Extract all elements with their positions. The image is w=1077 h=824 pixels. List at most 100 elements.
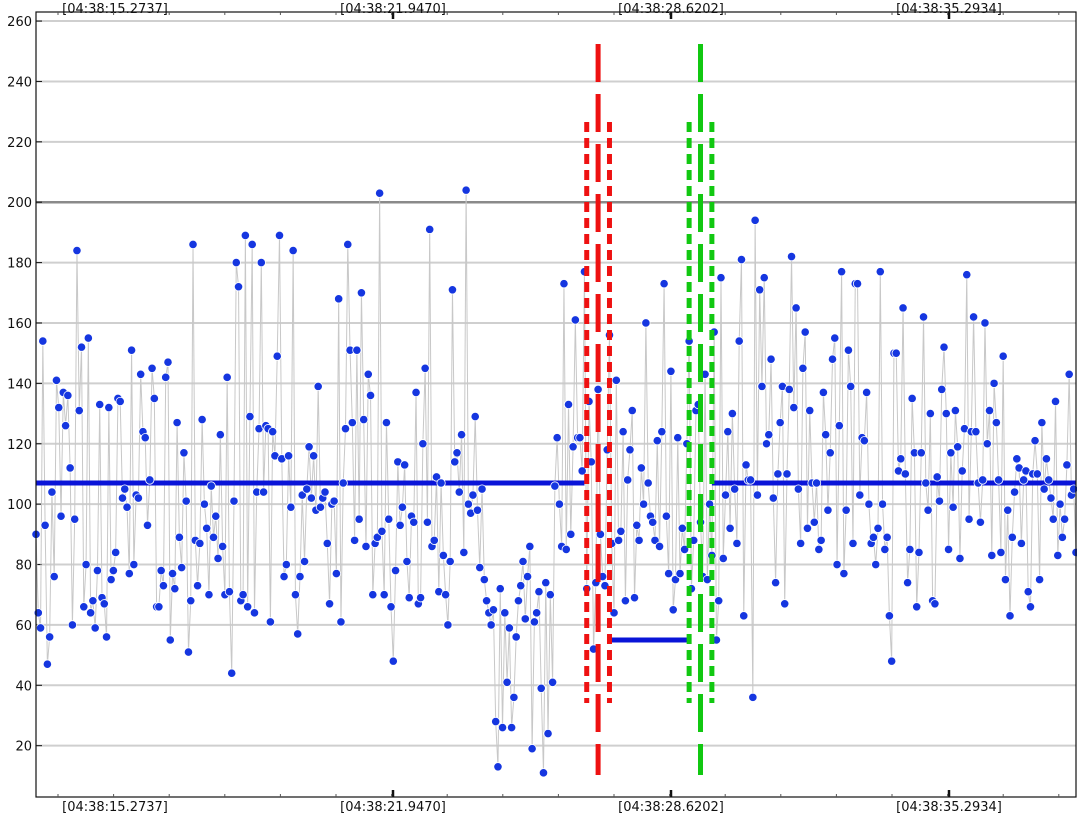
data-point [752, 490, 763, 500]
data-point [420, 363, 430, 373]
data-point [657, 427, 667, 437]
data-point [117, 493, 128, 503]
data-point [122, 502, 132, 512]
data-point [718, 553, 728, 564]
data-point [914, 547, 924, 558]
data-point [998, 351, 1008, 361]
data-point [224, 587, 235, 597]
data-point [206, 481, 216, 491]
change-point-markers [584, 44, 715, 775]
data-point [47, 487, 57, 497]
data-point [757, 381, 767, 391]
data-point [183, 647, 194, 657]
data-point [648, 517, 658, 527]
data-point [179, 448, 189, 458]
data-point [215, 430, 225, 440]
data-point [943, 544, 954, 555]
data-point [384, 514, 394, 524]
data-point [331, 568, 341, 579]
data-point [768, 493, 778, 503]
data-point [504, 623, 514, 633]
data-point [873, 523, 883, 533]
y-tick-label: 200 [7, 196, 32, 211]
data-point [623, 475, 633, 485]
data-point [550, 481, 560, 491]
data-point [905, 544, 915, 555]
data-point [529, 617, 539, 627]
data-point [563, 399, 574, 410]
data-point [1048, 514, 1058, 524]
data-point [739, 611, 749, 621]
data-point [281, 559, 291, 570]
data-point [675, 568, 685, 579]
data-point [249, 608, 260, 618]
data-point [918, 312, 929, 322]
data-point [363, 369, 373, 379]
data-point [379, 590, 389, 600]
data-point [547, 677, 558, 687]
data-point [240, 230, 250, 241]
data-point [233, 282, 244, 292]
data-point [932, 472, 942, 482]
data-point [95, 399, 105, 410]
data-point [375, 188, 385, 198]
data-point [543, 728, 553, 739]
data-point [941, 408, 951, 419]
data-point [971, 427, 981, 437]
data-point [723, 427, 733, 437]
data-point [896, 454, 906, 464]
data-point [1034, 575, 1045, 585]
data-point [213, 553, 223, 564]
data-point [247, 239, 257, 250]
data-point [852, 279, 863, 289]
data-point [177, 562, 187, 573]
data-point [643, 478, 653, 488]
data-point [796, 538, 806, 548]
data-point [877, 499, 888, 509]
data-point [900, 469, 910, 479]
x-tick-label-bottom: [04:38:21.9470] [340, 800, 446, 815]
data-point [422, 517, 433, 527]
data-point [477, 484, 487, 494]
data-point [306, 493, 316, 503]
data-points [31, 185, 1077, 778]
data-point [814, 544, 824, 555]
data-point [65, 463, 75, 473]
data-point [1030, 436, 1040, 446]
data-point [916, 448, 926, 458]
data-point [577, 466, 587, 476]
data-point [741, 460, 751, 470]
data-point [459, 547, 469, 558]
data-point [315, 502, 326, 512]
data-point [862, 387, 872, 398]
data-point [372, 532, 382, 542]
data-point [950, 405, 960, 416]
y-tick-label: 220 [7, 136, 32, 151]
data-point [745, 475, 756, 485]
data-point [962, 270, 972, 280]
data-point [243, 602, 253, 612]
data-point [388, 656, 398, 666]
data-point [946, 448, 956, 458]
data-point [99, 599, 109, 609]
data-point [570, 315, 580, 325]
data-point [145, 475, 155, 485]
data-point [493, 762, 503, 772]
data-point [397, 502, 407, 512]
data-point [996, 547, 1006, 558]
data-point [798, 363, 808, 373]
data-point [837, 267, 847, 277]
data-point [875, 267, 885, 277]
y-tick-label: 260 [7, 15, 32, 30]
data-point [320, 487, 330, 497]
data-point [613, 535, 624, 545]
data-point [229, 496, 239, 506]
data-point [811, 478, 822, 488]
data-point [816, 535, 826, 545]
data-point [818, 387, 828, 398]
data-point [354, 514, 364, 524]
data-point [425, 224, 435, 234]
data-point [618, 427, 628, 437]
data-point [56, 511, 66, 521]
data-point [511, 632, 521, 642]
